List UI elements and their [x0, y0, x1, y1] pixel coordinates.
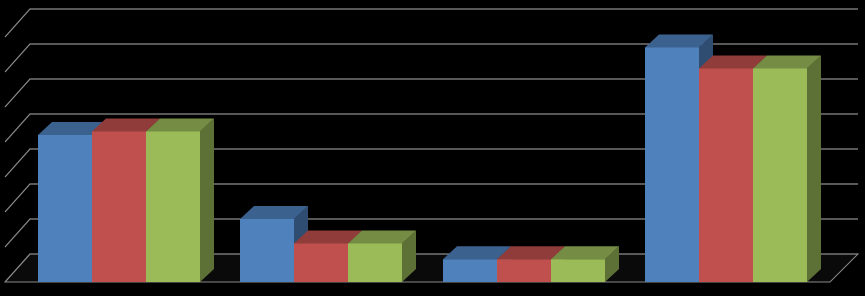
bar-side	[402, 230, 416, 282]
bar-front	[645, 47, 699, 282]
bar-top	[443, 246, 511, 260]
bar-top	[551, 246, 619, 260]
bar-side	[200, 118, 214, 282]
bar-top	[92, 118, 160, 132]
grid-line	[4, 218, 858, 248]
grid-line	[4, 43, 858, 73]
bar-top	[348, 230, 416, 244]
bar	[753, 55, 821, 282]
bar-front	[443, 259, 497, 282]
bar-top	[146, 118, 214, 132]
bar-top	[753, 55, 821, 69]
bar-front	[92, 131, 146, 282]
bar-front	[753, 68, 807, 282]
grid-line	[4, 113, 858, 143]
grid-line	[4, 183, 858, 213]
bar-front	[497, 259, 551, 282]
bar-side	[807, 55, 821, 282]
bar-front	[38, 135, 92, 282]
bar-front	[699, 68, 753, 282]
bar-front	[240, 219, 294, 282]
bar	[146, 118, 214, 282]
bar-side	[605, 246, 619, 282]
bar-front	[146, 131, 200, 282]
bar-top	[497, 246, 565, 260]
bar-front	[348, 243, 402, 282]
bar-top	[240, 206, 308, 219]
bar-front	[294, 243, 348, 282]
bar-front	[551, 259, 605, 282]
bar-top	[38, 122, 106, 135]
grid-line	[4, 148, 858, 178]
bar-top	[699, 55, 767, 69]
grid-line	[4, 8, 858, 38]
bar-top	[294, 230, 362, 244]
bar	[348, 230, 416, 282]
bar-top	[645, 34, 713, 48]
bar	[551, 246, 619, 282]
grid-line	[4, 78, 858, 108]
